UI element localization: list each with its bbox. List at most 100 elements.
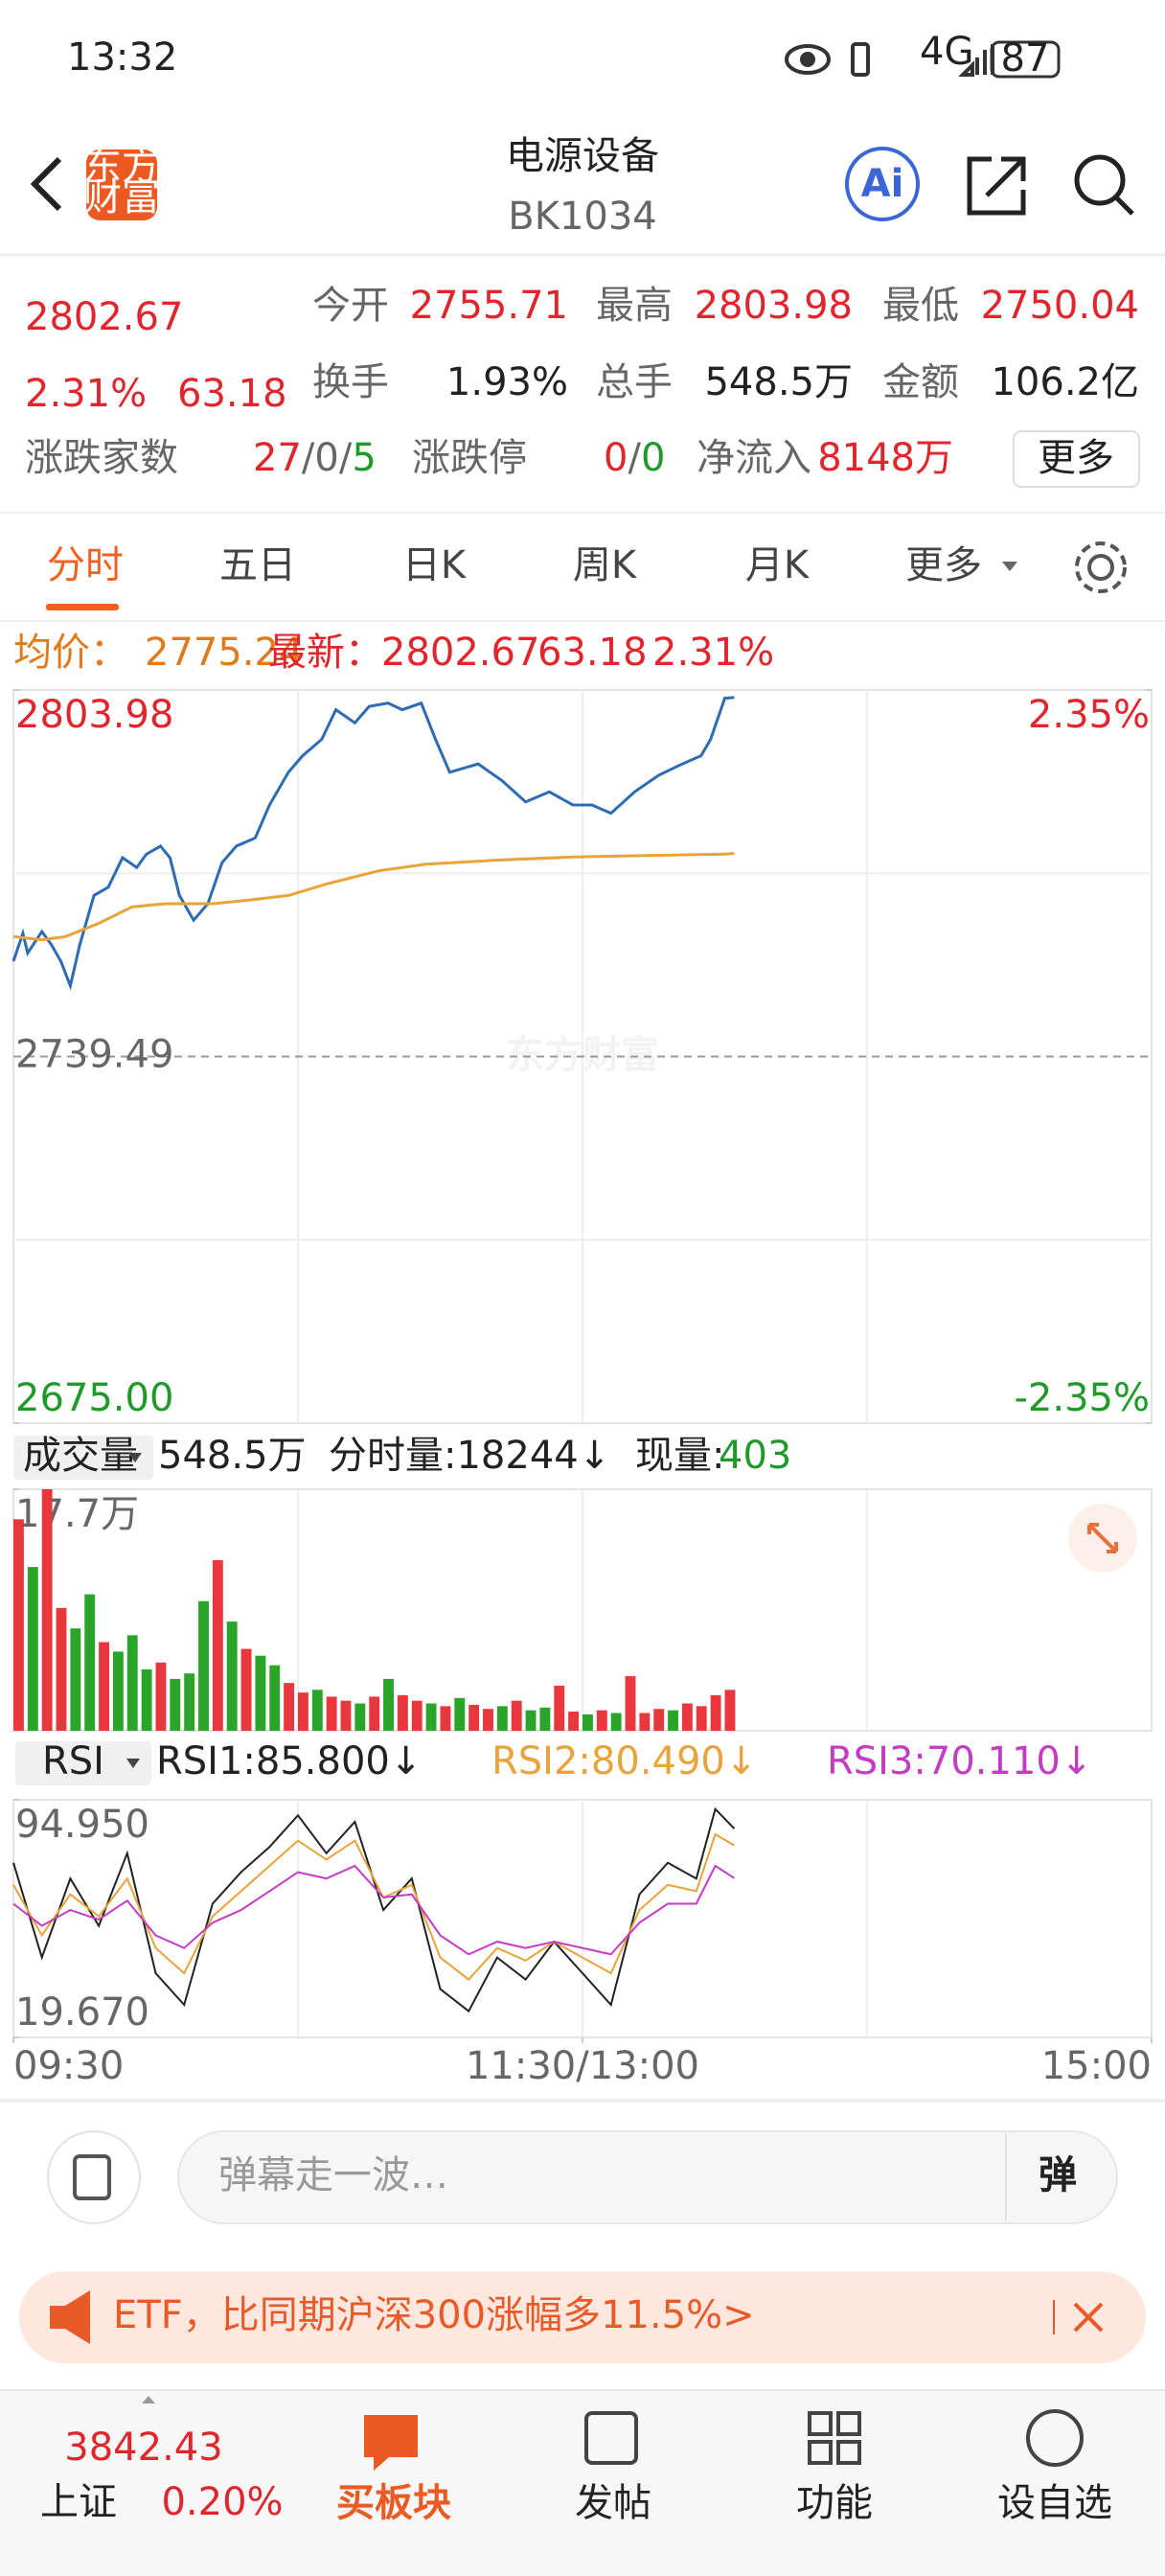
y-tick-label: 2675.00: [15, 1376, 173, 1420]
stat-value: 2803.98: [695, 284, 853, 328]
tab[interactable]: 更多: [905, 543, 982, 587]
limit-label: 涨跌停: [412, 436, 527, 480]
limit: 0/0: [604, 436, 665, 480]
volume-bar: [696, 1706, 707, 1731]
volume-bar: [112, 1651, 124, 1731]
index-name: 上证: [40, 2480, 117, 2524]
volume-total: 548.5万: [158, 1434, 307, 1478]
separator: /: [339, 436, 353, 480]
selector-box[interactable]: [15, 1741, 151, 1785]
volume-bar: [554, 1686, 565, 1731]
volume-bar: [596, 1710, 607, 1731]
tabs: 分时 五日 日K 周K 月K 更多: [47, 543, 982, 587]
back-button[interactable]: [30, 156, 62, 212]
volume-bar: [284, 1683, 295, 1731]
settings-button[interactable]: [1075, 541, 1127, 593]
latest-change-pct: 2.31%: [652, 631, 774, 675]
stat-label: 今开: [312, 284, 389, 328]
volume-bar: [610, 1713, 622, 1731]
volume-bar: [369, 1696, 380, 1731]
logo-text: 东方: [83, 145, 160, 189]
rsi-selector: RSI: [42, 1739, 104, 1783]
barrage-button[interactable]: 弹: [1039, 2153, 1077, 2197]
board-code: BK1034: [508, 195, 656, 239]
banner-text: ETF，比同期沪深300涨幅多11.5%>: [113, 2293, 755, 2337]
stat-value: 2750.04: [981, 284, 1139, 328]
volume-bar: [155, 1662, 167, 1731]
tab-underline: [46, 604, 119, 610]
comment-placeholder: 弹幕走一波…: [218, 2153, 448, 2197]
share-button[interactable]: [967, 156, 1026, 216]
stat-label: 最高: [596, 284, 673, 328]
series-line: [12, 1864, 735, 1956]
separator: /: [628, 436, 641, 480]
volume-bar: [269, 1665, 281, 1731]
tab[interactable]: 分时: [47, 543, 124, 587]
bottom-nav: [0, 2390, 1165, 2576]
more-button[interactable]: [1013, 430, 1140, 488]
volume-bar: [184, 1673, 195, 1731]
y-tick-label: 19.670: [15, 1990, 149, 2035]
index-value[interactable]: 3842.43: [64, 2426, 222, 2470]
flat-count: 0: [314, 436, 338, 480]
volume-bar: [411, 1700, 423, 1731]
volume-bar: [511, 1700, 522, 1731]
stat-label: 最低: [882, 284, 959, 328]
series-line: [11, 696, 735, 991]
volume-bar: [440, 1706, 451, 1731]
volume-bar: [240, 1648, 252, 1731]
nav-item[interactable]: 买板块: [336, 2481, 451, 2525]
legend-entry: RSI2:80.490↓: [491, 1739, 757, 1783]
ai-button[interactable]: [845, 147, 920, 221]
stat-value: 548.5万: [704, 360, 853, 404]
y-tick-label: 2739.49: [15, 1033, 173, 1077]
series-line: [12, 852, 735, 942]
tab[interactable]: 周K: [573, 543, 638, 587]
volume-bar: [525, 1710, 537, 1731]
search-button[interactable]: [1074, 154, 1134, 216]
dropdown-arrow: [126, 1759, 140, 1768]
price: 2802.67: [25, 295, 183, 339]
battery-level: 87: [1001, 36, 1050, 80]
current-volume: 403: [719, 1434, 791, 1478]
tab[interactable]: 月K: [745, 543, 811, 587]
volume-bar: [170, 1678, 181, 1731]
tab[interactable]: 五日: [219, 543, 296, 587]
index-change: 0.20%: [161, 2480, 283, 2524]
expand-icon: [1087, 1523, 1118, 1553]
selector-box[interactable]: [13, 1436, 153, 1480]
nav-item[interactable]: 功能: [796, 2481, 873, 2525]
breadth: 27/0/5: [253, 436, 377, 480]
current-volume-label: 现量:: [635, 1434, 724, 1478]
volume-bar: [340, 1700, 352, 1731]
y2-tick-label: 2.35%: [1028, 693, 1150, 737]
app-logo: [86, 150, 157, 220]
down-count: 5: [352, 436, 376, 480]
change-pct: 2.31%: [25, 372, 147, 416]
board-icon: [364, 2415, 418, 2471]
limit-up: 0: [604, 436, 628, 480]
inflow-label: 净流入: [697, 436, 811, 480]
comment-icon[interactable]: [47, 2130, 141, 2224]
stat-label: 总手: [596, 360, 673, 404]
comment-input[interactable]: [177, 2130, 1118, 2224]
close-button[interactable]: [1073, 2302, 1104, 2333]
volume-bar: [454, 1697, 466, 1731]
stat-label: 换手: [312, 360, 389, 404]
tab[interactable]: 日K: [402, 543, 468, 587]
stat-value: 1.93%: [446, 360, 568, 404]
stat-label: 金额: [882, 360, 959, 404]
volume-bar: [311, 1690, 323, 1731]
dropdown-arrow: [128, 1453, 142, 1462]
volume-bar: [383, 1678, 394, 1731]
volume-bar: [27, 1567, 38, 1731]
banner[interactable]: [19, 2271, 1146, 2363]
volume-selector: 成交量: [23, 1434, 138, 1478]
avg-value: 2775.24: [145, 631, 303, 675]
volume-bar: [56, 1607, 67, 1731]
volume-bar: [639, 1713, 651, 1731]
nav-item[interactable]: 发帖: [575, 2481, 651, 2525]
x-tick-label: 15:00: [1041, 2044, 1152, 2088]
nav-item[interactable]: 设自选: [997, 2481, 1112, 2525]
